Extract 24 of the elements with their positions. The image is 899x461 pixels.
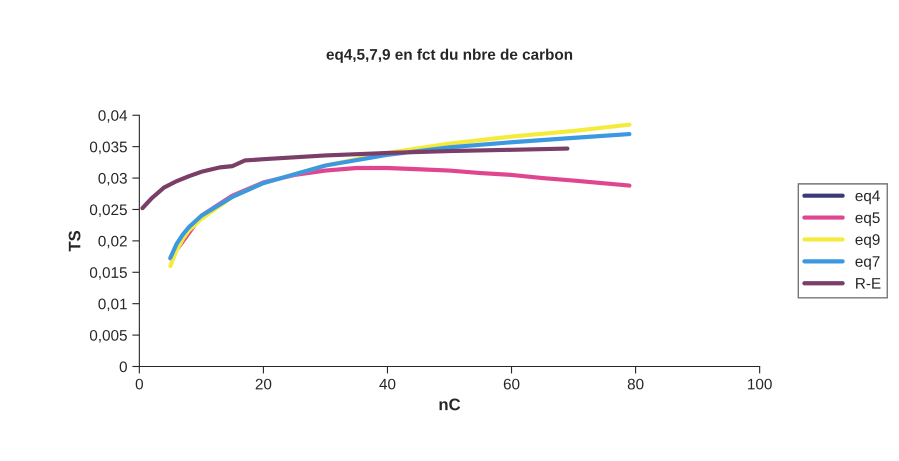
x-tick-label: 20 <box>256 378 272 390</box>
x-tick-label: 80 <box>628 378 644 390</box>
x-tick-label: 100 <box>748 378 772 390</box>
legend-label: R-E <box>856 278 880 289</box>
y-tick-label: 0,03 <box>98 172 127 186</box>
y-tick-label: 0,035 <box>90 142 127 154</box>
y-tick-label: 0,005 <box>90 330 127 343</box>
line-series <box>140 146 570 210</box>
y-tick-label: 0,015 <box>90 267 127 280</box>
y-tick-label: 0,02 <box>98 236 127 248</box>
y-axis-title: TS <box>68 230 80 252</box>
legend-label: eq7 <box>855 256 880 270</box>
x-axis-title: nC <box>439 398 460 410</box>
x-tick-label: 0 <box>136 378 143 390</box>
legend-label: eq5 <box>855 212 880 226</box>
legend-label: eq4 <box>855 190 880 204</box>
y-tick-label: 0 <box>120 361 127 372</box>
y-tick-label: 0,04 <box>98 110 128 123</box>
y-tick-label: 0,01 <box>98 298 127 312</box>
y-tick-label: 0,025 <box>90 204 127 217</box>
x-tick-label: 60 <box>504 378 520 390</box>
legend-label: eq9 <box>855 234 880 248</box>
chart-title: eq4,5,7,9 en fct du nbre de carbon <box>326 48 572 63</box>
x-tick-label: 40 <box>379 378 396 390</box>
